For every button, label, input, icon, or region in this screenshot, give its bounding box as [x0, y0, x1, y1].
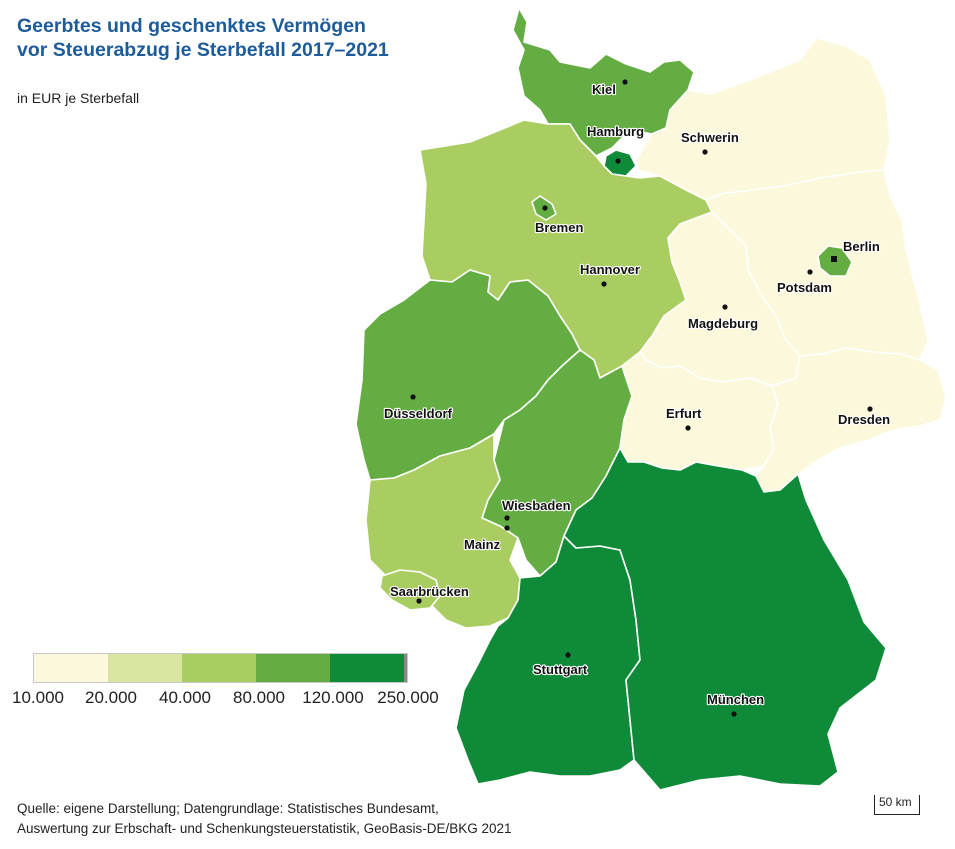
city-markers [410, 79, 873, 717]
city-label-saarbruecken: Saarbrücken [390, 584, 469, 599]
region-sachsen [755, 347, 947, 493]
legend-break-3: 40.000 [159, 688, 211, 707]
city-dot-duesseldorf [410, 394, 416, 400]
legend-break-4: 80.000 [233, 688, 285, 707]
city-dot-dresden [867, 406, 873, 412]
legend-break-2: 20.000 [85, 688, 137, 707]
city-dot-potsdam [807, 269, 813, 275]
city-label-dresden: Dresden [838, 412, 890, 427]
city-dot-saarbruecken [416, 598, 422, 604]
legend [33, 653, 413, 683]
city-dot-magdeburg [722, 304, 728, 310]
legend-swatch-4 [256, 654, 330, 682]
legend-swatch-1 [34, 654, 108, 682]
city-label-potsdam: Potsdam [777, 280, 832, 295]
city-dot-mainz [504, 525, 510, 531]
city-label-berlin: Berlin [843, 239, 880, 254]
city-label-hannover: Hannover [580, 262, 640, 277]
city-dot-kiel [622, 79, 628, 85]
region-bayern [563, 447, 887, 791]
city-dot-stuttgart [565, 652, 571, 658]
city-dot-erfurt [685, 425, 691, 431]
legend-color-bar [33, 653, 408, 683]
city-dot-hamburg [615, 158, 621, 164]
legend-swatch-3 [182, 654, 256, 682]
city-label-stuttgart: Stuttgart [533, 662, 588, 677]
source-line-1: Quelle: eigene Darstellung; Datengrundla… [17, 801, 439, 816]
legend-break-1: 10.000 [12, 688, 64, 707]
legend-break-6: 250.000 [377, 688, 439, 707]
scale-bar [874, 795, 920, 815]
city-label-kiel: Kiel [592, 82, 616, 97]
city-dot-bremen [542, 205, 548, 211]
title-line-2: vor Steuerabzug je Sterbefall 2017–2021 [17, 39, 389, 61]
legend-swatch-5 [330, 654, 404, 682]
city-dot-muenchen [731, 711, 737, 717]
source-note: Quelle: eigene Darstellung; Datengrundla… [17, 799, 512, 839]
city-dot-berlin [831, 256, 837, 262]
city-label-erfurt: Erfurt [666, 406, 702, 421]
city-dot-hannover [601, 281, 607, 287]
unit-label: in EUR je Sterbefall [17, 90, 140, 106]
scale-bar-label: 50 km [879, 795, 912, 809]
city-label-duesseldorf: Düsseldorf [384, 406, 453, 421]
city-label-wiesbaden: Wiesbaden [502, 498, 571, 513]
map-title: Geerbtes und geschenktes Vermögen vor St… [17, 14, 537, 62]
city-dot-wiesbaden [504, 515, 510, 521]
region-saarland [379, 569, 441, 611]
city-label-magdeburg: Magdeburg [688, 316, 758, 331]
legend-swatch-2 [108, 654, 182, 682]
city-label-schwerin: Schwerin [681, 130, 739, 145]
legend-bar-end [404, 654, 407, 682]
legend-break-5: 120.000 [302, 688, 364, 707]
city-dot-schwerin [702, 149, 708, 155]
city-label-mainz: Mainz [464, 537, 501, 552]
city-label-muenchen: München [707, 692, 764, 707]
city-label-hamburg: Hamburg [587, 124, 644, 139]
city-label-bremen: Bremen [535, 220, 583, 235]
source-line-2: Auswertung zur Erbschaft- und Schenkungs… [17, 821, 512, 836]
title-line-1: Geerbtes und geschenktes Vermögen [17, 15, 366, 37]
